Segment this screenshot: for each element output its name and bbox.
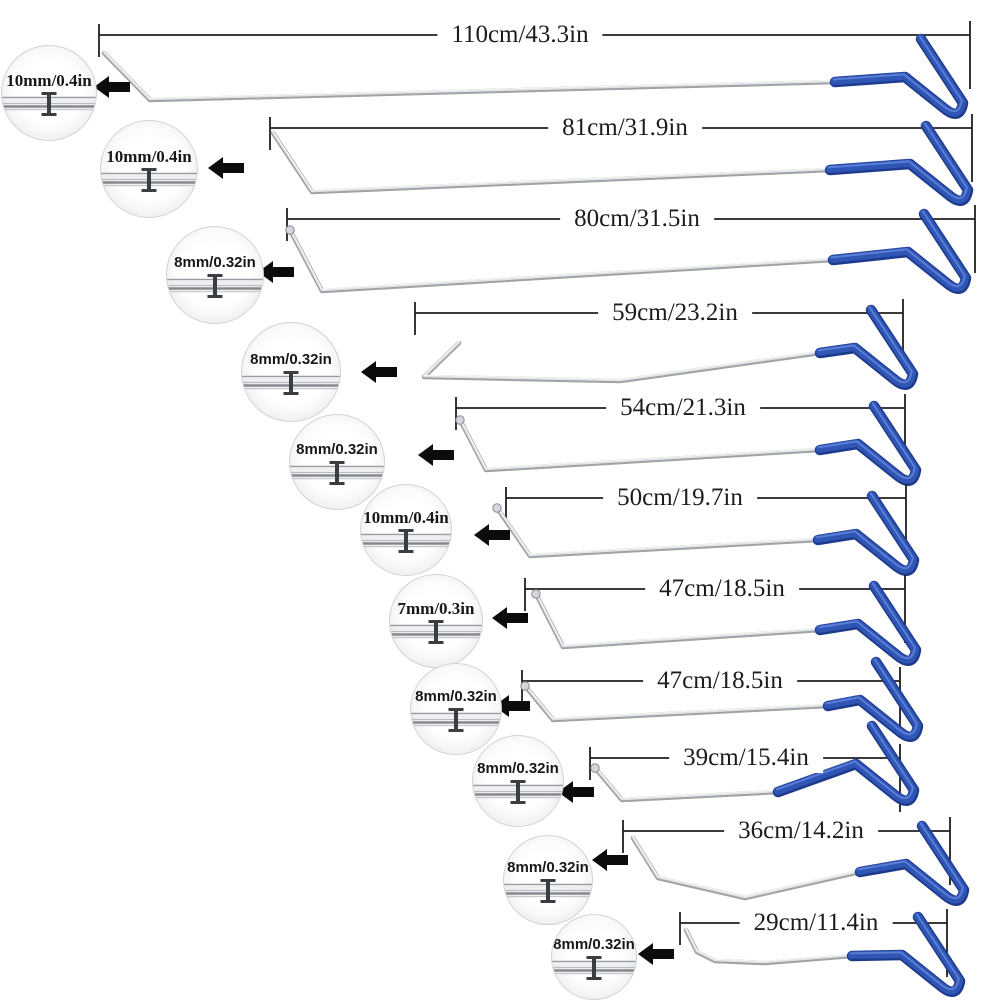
length-label: 59cm/23.2in xyxy=(598,298,752,328)
length-label: 110cm/43.3in xyxy=(437,20,603,50)
rod-handle xyxy=(824,120,974,206)
length-label: 80cm/31.5in xyxy=(560,204,714,234)
left-arrow-icon xyxy=(361,361,397,383)
rod-cross-section-icon xyxy=(504,879,592,903)
rod-cross-section-icon xyxy=(167,274,263,298)
diameter-badge: 8mm/0.32in xyxy=(289,414,385,510)
rod-ball-tip xyxy=(285,225,295,235)
left-arrow-icon xyxy=(494,695,530,717)
diameter-label: 8mm/0.32in xyxy=(477,760,559,777)
rod-row xyxy=(494,656,924,742)
rod-ball-tip xyxy=(520,681,530,691)
length-label: 54cm/21.3in xyxy=(606,393,760,423)
diameter-badge: 8mm/0.32in xyxy=(472,735,564,827)
rod-cross-section-icon xyxy=(361,529,451,553)
diameter-badge: 8mm/0.32in xyxy=(166,226,264,324)
diameter-label: 8mm/0.32in xyxy=(415,688,497,705)
rod-row xyxy=(474,484,920,576)
rod-handle xyxy=(814,304,919,390)
rod-cross-section-icon xyxy=(290,461,384,485)
length-label: 29cm/11.4in xyxy=(739,908,893,938)
length-label: 47cm/18.5in xyxy=(643,666,797,696)
diameter-badge: 10mm/0.4in xyxy=(1,45,97,141)
length-label: 36cm/14.2in xyxy=(724,816,878,846)
left-arrow-icon xyxy=(418,444,454,466)
rod-shaft xyxy=(592,765,781,803)
rod-handle xyxy=(814,580,922,666)
rod-cross-section-icon xyxy=(552,956,636,980)
diameter-label: 8mm/0.32in xyxy=(553,936,635,953)
rod-shaft xyxy=(494,505,821,559)
diameter-label: 7mm/0.3in xyxy=(397,599,475,618)
rod-shaft xyxy=(630,835,863,901)
rod-row xyxy=(638,909,966,997)
rod-shaft xyxy=(101,50,838,103)
rod-ball-tip xyxy=(590,763,600,773)
rod-cross-section-icon xyxy=(473,780,563,804)
rod-handle xyxy=(829,33,969,119)
rod-shaft xyxy=(533,591,823,650)
rod-row xyxy=(94,21,971,119)
rod-shaft xyxy=(522,683,831,723)
length-label: 81cm/31.9in xyxy=(548,113,702,143)
rod-handle xyxy=(854,820,970,906)
length-label: 39cm/15.4in xyxy=(669,743,823,773)
left-arrow-icon xyxy=(558,781,594,803)
left-arrow-icon xyxy=(208,157,244,179)
rod-cross-section-icon xyxy=(242,371,340,395)
rod-row xyxy=(258,205,976,294)
diameter-label: 10mm/0.4in xyxy=(6,71,92,90)
left-arrow-icon xyxy=(258,261,294,283)
rod-handle xyxy=(814,400,922,486)
diameter-label: 8mm/0.32in xyxy=(296,441,378,458)
rod-handle xyxy=(772,720,920,806)
diameter-label: 8mm/0.32in xyxy=(250,351,332,368)
rod-cross-section-icon xyxy=(390,620,482,644)
rod-ball-tip xyxy=(455,415,465,425)
length-label: 47cm/18.5in xyxy=(645,574,799,604)
rod-handle xyxy=(822,656,924,742)
diameter-badge: 8mm/0.32in xyxy=(503,835,593,925)
rod-row xyxy=(208,114,974,206)
rod-shaft xyxy=(270,130,833,195)
left-arrow-icon xyxy=(638,943,674,965)
rod-handle xyxy=(812,490,920,576)
rod-cross-section-icon xyxy=(101,168,197,192)
left-arrow-icon xyxy=(94,76,130,98)
diameter-badge: 7mm/0.3in xyxy=(389,574,483,668)
rod-shaft xyxy=(457,417,823,473)
rod-cross-section-icon xyxy=(2,92,96,116)
left-arrow-icon xyxy=(474,524,510,546)
diameter-badge: 8mm/0.32in xyxy=(551,914,637,1000)
diameter-label: 10mm/0.4in xyxy=(106,147,192,166)
rod-shaft xyxy=(287,227,836,294)
length-label: 50cm/19.7in xyxy=(603,483,757,513)
diameter-label: 10mm/0.4in xyxy=(363,508,449,527)
rod-cross-section-icon xyxy=(411,708,501,732)
diameter-badge: 10mm/0.4in xyxy=(100,120,198,218)
left-arrow-icon xyxy=(592,849,628,871)
diameter-badge: 10mm/0.4in xyxy=(360,484,452,576)
rod-ball-tip xyxy=(531,589,541,599)
rod-ball-tip xyxy=(492,503,502,513)
diameter-badge: 8mm/0.32in xyxy=(410,663,502,755)
rod-shaft xyxy=(683,927,855,966)
left-arrow-icon xyxy=(492,607,528,629)
diameter-badge: 8mm/0.32in xyxy=(241,322,341,422)
rod-row xyxy=(492,575,922,666)
rod-handle xyxy=(827,208,972,294)
rod-handle xyxy=(846,911,966,997)
diameter-label: 8mm/0.32in xyxy=(174,254,256,271)
rod-row xyxy=(418,394,922,486)
rod-shaft xyxy=(421,340,823,384)
diameter-label: 8mm/0.32in xyxy=(507,859,589,876)
